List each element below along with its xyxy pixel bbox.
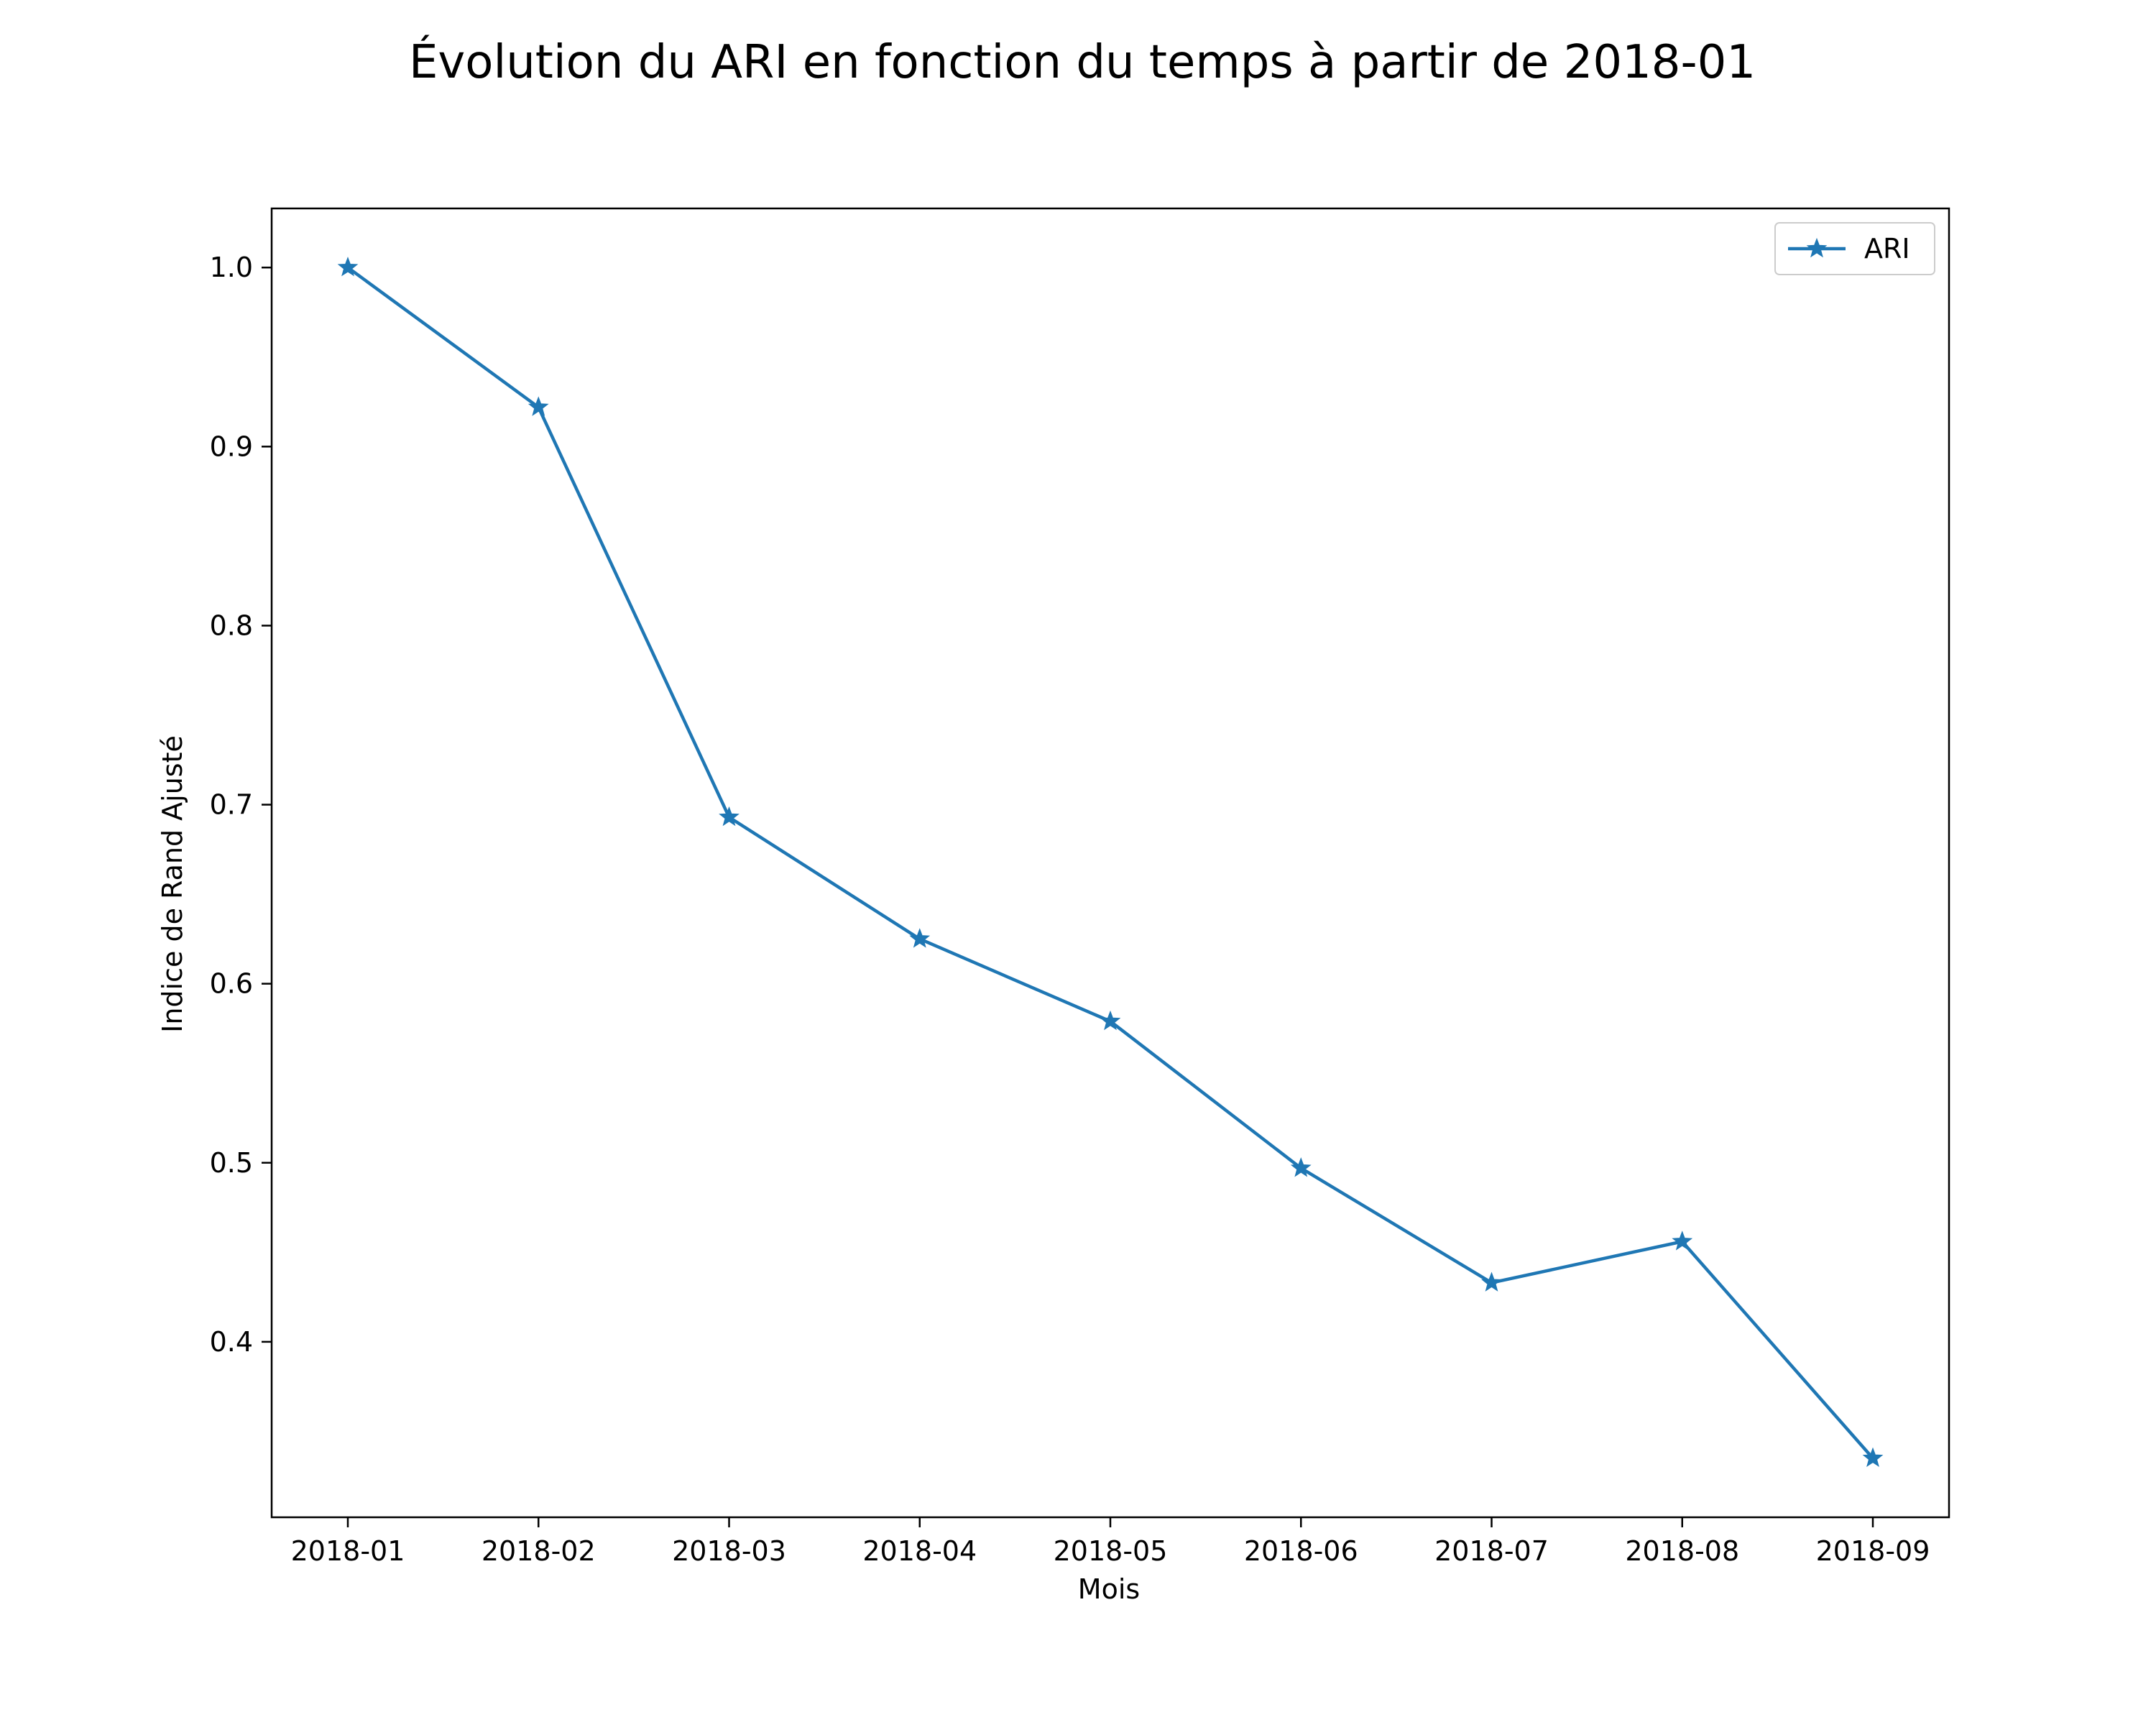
x-tick-label: 2018-09 (1816, 1535, 1930, 1567)
legend: ARI (1774, 222, 1935, 275)
data-point (1862, 1447, 1884, 1468)
data-point (1481, 1271, 1502, 1292)
data-point (528, 396, 549, 416)
y-tick-label: 1.0 (210, 252, 253, 283)
plot-area: 0.4 0.5 0.6 0.7 0.8 0.9 1.0 2018-01 2018-02 2018-… (210, 207, 1950, 1567)
legend-box (1774, 222, 1935, 275)
x-tick-label: 2018-02 (482, 1535, 596, 1567)
series-line-ari (345, 265, 1876, 1460)
data-point (719, 806, 740, 827)
x-axis-label: Mois (1078, 1573, 1140, 1605)
x-tick-label: 2018-03 (672, 1535, 786, 1567)
x-tick-label: 2018-07 (1434, 1535, 1549, 1567)
axes-frame (270, 207, 1950, 1519)
y-tick-label: 0.4 (210, 1326, 253, 1358)
data-point (1290, 1157, 1312, 1177)
y-tick-label: 0.5 (210, 1147, 253, 1179)
x-tick-label: 2018-04 (862, 1535, 977, 1567)
x-tick-label: 2018-01 (291, 1535, 405, 1567)
legend-marker (1806, 237, 1828, 258)
data-point (1100, 1010, 1121, 1031)
x-tick-label: 2018-06 (1244, 1535, 1358, 1567)
y-tick-label: 0.8 (210, 610, 253, 641)
x-tick-label: 2018-08 (1625, 1535, 1739, 1567)
y-tick-label: 0.9 (210, 431, 253, 462)
x-tick-label: 2018-05 (1054, 1535, 1168, 1567)
data-point (1672, 1230, 1693, 1251)
y-axis-label: Indice de Rand Ajusté (157, 735, 188, 1033)
chart-title: Évolution du ARI en fonction du temps à … (409, 34, 1756, 89)
data-point (337, 257, 359, 277)
y-tick-label: 0.7 (210, 789, 253, 821)
y-tick-label: 0.6 (210, 968, 253, 1000)
legend-label: ARI (1864, 233, 1910, 264)
data-point (909, 928, 931, 948)
